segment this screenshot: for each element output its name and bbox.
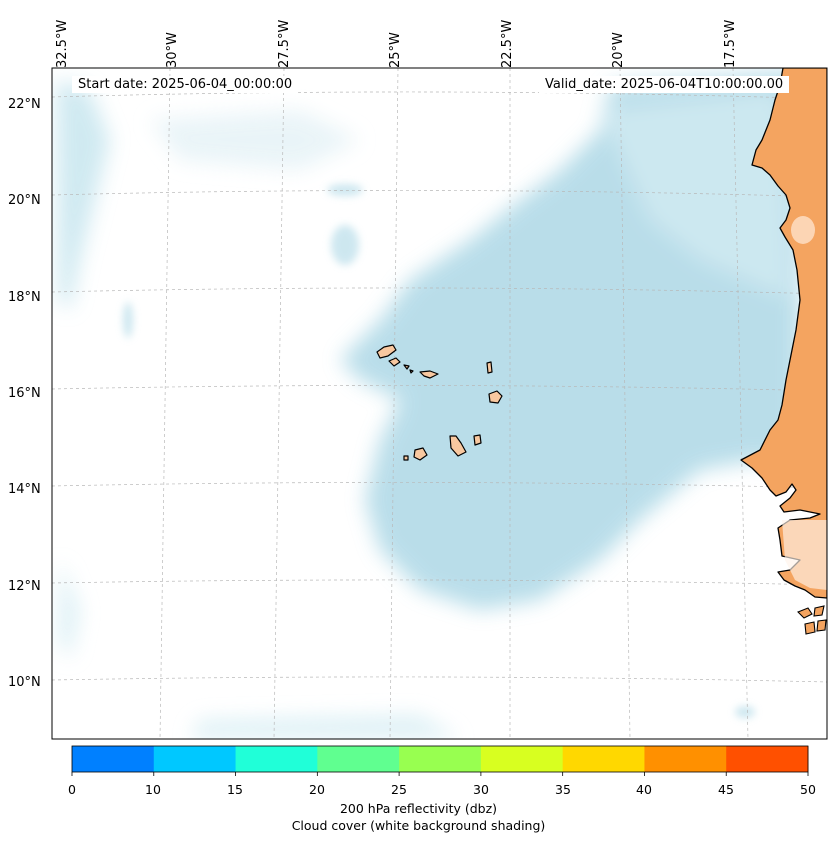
- lat-label: 10°N: [8, 675, 41, 690]
- lat-label: 12°N: [8, 579, 41, 594]
- cloud-cover-shading: [56, 70, 800, 739]
- colorbar-sublabel: Cloud cover (white background shading): [291, 818, 546, 833]
- lat-label: 16°N: [8, 386, 41, 401]
- colorbar-tick: 10: [145, 782, 161, 797]
- colorbar-tick: 20: [309, 782, 325, 797]
- lon-label: 22.5°W: [500, 19, 515, 68]
- cape-verde-islands: [376, 344, 503, 461]
- colorbar-tick: 50: [800, 782, 816, 797]
- lon-label: 30°W: [165, 32, 180, 68]
- lat-label: 22°N: [8, 97, 41, 112]
- lon-label: 25°W: [388, 32, 403, 68]
- colorbar-segment: [480, 746, 564, 772]
- graticule: [52, 68, 827, 739]
- bijagos-islands: [797, 605, 827, 635]
- colorbar-segment: [644, 746, 727, 772]
- colorbar-tick: 45: [718, 782, 734, 797]
- colorbar-border: [71, 745, 809, 773]
- colorbar-tick: 25: [391, 782, 407, 797]
- colorbar-tick: 30: [473, 782, 489, 797]
- lat-label: 18°N: [8, 290, 41, 305]
- colorbar-segment: [726, 746, 809, 772]
- colorbar-segment: [317, 746, 400, 772]
- cloud-cover-streaks: [123, 184, 755, 718]
- lon-label: 32.5°W: [55, 19, 70, 68]
- colorbar-segment: [562, 746, 645, 772]
- colorbar-tick: 40: [636, 782, 652, 797]
- colorbar-segment: [235, 746, 318, 772]
- colorbar-tick: 0: [68, 782, 76, 797]
- land-cloud-patch: [791, 216, 815, 244]
- lat-label: 14°N: [8, 482, 41, 497]
- colorbar-tick: 15: [227, 782, 243, 797]
- colorbar: [71, 745, 809, 776]
- colorbar-tick: 35: [555, 782, 571, 797]
- lon-label: 20°W: [611, 32, 626, 68]
- lon-label: 17.5°W: [723, 19, 738, 68]
- lat-label: 20°N: [8, 193, 41, 208]
- colorbar-segment: [399, 746, 482, 772]
- colorbar-label: 200 hPa reflectivity (dbz): [339, 801, 498, 816]
- map-frame: [51, 67, 828, 740]
- lon-label: 27.5°W: [277, 19, 292, 68]
- land-cloud-patch-south: [782, 520, 827, 590]
- colorbar-segment: [153, 746, 237, 772]
- valid-date-label: Valid_date: 2025-06-04T10:00:00.00: [539, 76, 790, 93]
- colorbar-segment: [72, 746, 155, 772]
- map-area: [52, 68, 827, 739]
- start-date-label: Start date: 2025-06-04_00:00:00: [72, 76, 299, 93]
